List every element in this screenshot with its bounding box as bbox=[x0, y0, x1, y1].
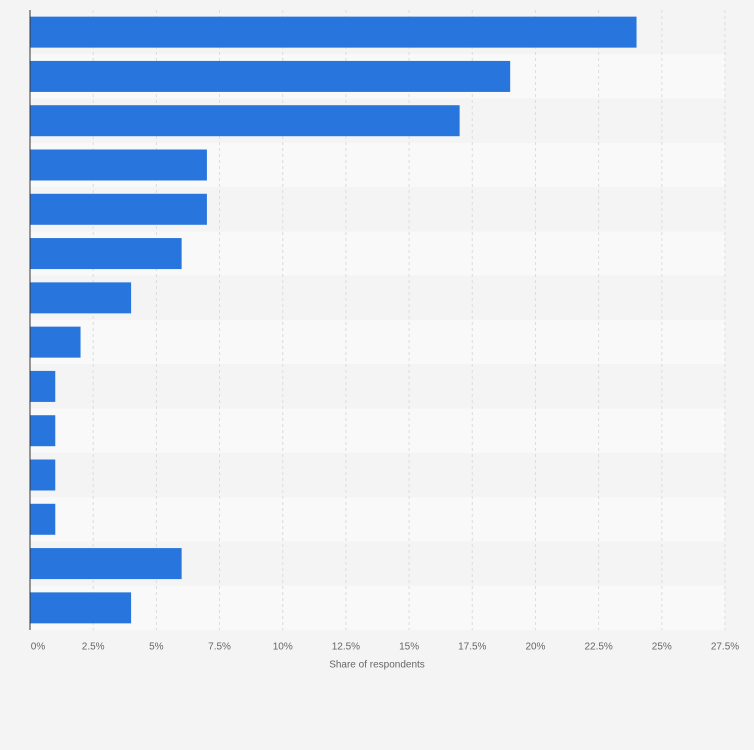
x-tick-label: 20% bbox=[525, 642, 545, 653]
bar bbox=[30, 459, 56, 491]
x-tick-label: 5% bbox=[149, 642, 164, 653]
row-stripe bbox=[30, 408, 725, 453]
x-axis-label: Share of respondents bbox=[329, 660, 425, 671]
row-stripe bbox=[30, 452, 725, 498]
row-stripe bbox=[30, 585, 725, 630]
x-tick-label: 7.5% bbox=[208, 642, 231, 653]
row-stripe bbox=[30, 497, 725, 542]
row-stripe bbox=[30, 275, 725, 320]
bar bbox=[30, 16, 637, 48]
x-tick-label: 17.5% bbox=[458, 642, 486, 653]
row-stripe bbox=[30, 364, 725, 409]
bar bbox=[30, 282, 132, 314]
x-tick-label: 22.5% bbox=[584, 642, 612, 653]
bar bbox=[30, 60, 511, 92]
x-tick-label: 15% bbox=[399, 642, 419, 653]
bar bbox=[30, 149, 207, 181]
row-stripe bbox=[30, 320, 725, 365]
x-tick-label: 25% bbox=[652, 642, 672, 653]
x-tick-label: 2.5% bbox=[82, 642, 105, 653]
bar bbox=[30, 238, 182, 270]
bar bbox=[30, 415, 56, 447]
bar bbox=[30, 326, 81, 358]
bar bbox=[30, 503, 56, 535]
x-tick-label: 27.5% bbox=[711, 642, 739, 653]
x-tick-label: 12.5% bbox=[332, 642, 360, 653]
bar bbox=[30, 592, 132, 624]
bar bbox=[30, 105, 460, 137]
x-tick-label: 10% bbox=[273, 642, 293, 653]
x-tick-label: 0% bbox=[31, 642, 46, 653]
bar bbox=[30, 370, 56, 402]
bar bbox=[30, 548, 182, 580]
bar bbox=[30, 193, 207, 225]
